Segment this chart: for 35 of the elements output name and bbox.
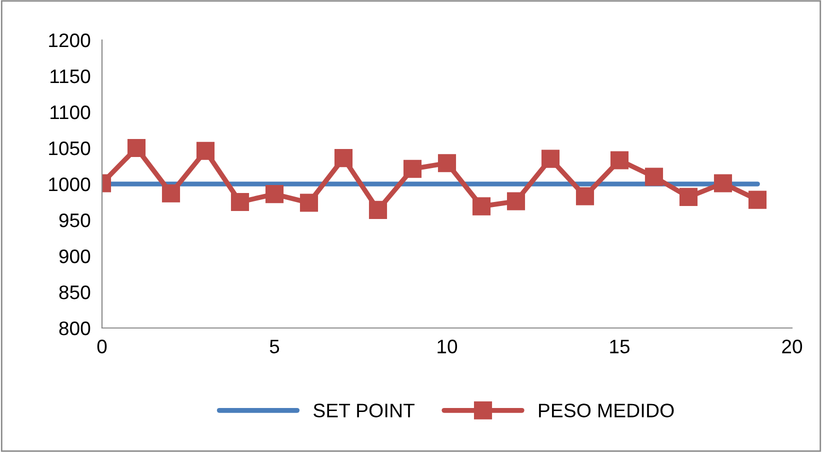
y-tick-label: 950 xyxy=(59,213,90,228)
point xyxy=(230,192,250,212)
y-tick-label: 1150 xyxy=(50,69,90,84)
point xyxy=(748,190,767,209)
point xyxy=(472,197,491,216)
y-tick-label: 1000 xyxy=(49,177,90,192)
y-tick-label: 900 xyxy=(59,249,90,264)
point xyxy=(300,194,318,212)
point xyxy=(265,185,284,204)
y-tick-label: 1050 xyxy=(49,141,90,156)
point xyxy=(576,187,594,206)
y-tick-label: 850 xyxy=(59,285,90,300)
point xyxy=(644,168,664,186)
point xyxy=(438,154,456,172)
y-tick-label: 800 xyxy=(59,321,90,336)
point xyxy=(334,149,353,168)
point xyxy=(541,150,560,168)
x-tick-label: 5 xyxy=(270,340,280,354)
point xyxy=(679,188,698,206)
point xyxy=(196,142,215,160)
legend-label: PESO MEDIDO xyxy=(539,404,674,418)
x-tick-label: 15 xyxy=(610,340,630,354)
y-tick-label: 1200 xyxy=(49,33,90,48)
point xyxy=(610,151,629,170)
point xyxy=(162,184,180,202)
y-tick-label: 1100 xyxy=(50,105,90,120)
x-tick-label: 0 xyxy=(97,340,107,354)
x-tick-label: 20 xyxy=(782,340,802,354)
point xyxy=(506,192,526,210)
point xyxy=(403,160,422,178)
point xyxy=(714,174,732,192)
x-tick-label: 10 xyxy=(438,340,458,354)
legend-label: SET POINT xyxy=(314,404,415,418)
point xyxy=(127,138,146,158)
point xyxy=(368,200,388,219)
